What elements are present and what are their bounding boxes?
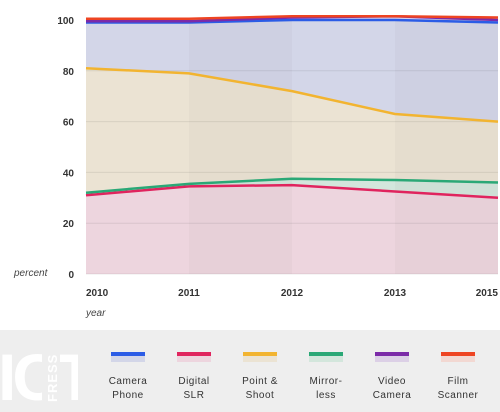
legend-label-line-2: SLR — [183, 390, 205, 401]
legend: Camera Phone Digital SLR Point & Shoot Mirror-… — [0, 330, 500, 412]
legend-label-line-1: Point & — [242, 376, 278, 387]
legend-label: Point & Shoot — [228, 375, 292, 403]
legend-swatch — [375, 352, 409, 362]
legend-label-line-2: Phone — [112, 390, 144, 401]
logo-mark-ict: ICT — [0, 340, 78, 412]
y-tick-label: 20 — [63, 219, 75, 230]
legend-label: Film Scanner — [426, 375, 490, 403]
chart: 0 20 40 60 80 100 2010 2011 2012 2013 2015 percen… — [13, 14, 499, 319]
legend-item: Digital SLR — [162, 352, 226, 403]
series-line-film-scanner — [86, 14, 499, 20]
ict-press-logo: ICT FRESS — [0, 330, 78, 412]
legend-swatch — [177, 352, 211, 362]
legend-label: Mirror-less — [294, 375, 358, 403]
area-band-film-scanner — [86, 16, 498, 22]
y-axis-title: percent — [13, 268, 49, 279]
stacked-area-chart: 0 20 40 60 80 100 2010 2011 2012 2013 2015 percen… — [13, 14, 499, 319]
legend-label-line-2: Scanner — [437, 390, 479, 401]
legend-swatch — [309, 352, 343, 362]
legend-label-line-1: Digital — [178, 376, 210, 387]
legend-swatch — [111, 352, 145, 362]
area-band-mirrorless — [86, 178, 498, 198]
year-stripe — [189, 20, 292, 274]
y-tick-label: 60 — [63, 118, 75, 129]
series-line-digital-slr — [85, 183, 499, 200]
legend-label: Camera Phone — [96, 375, 160, 403]
logo-mark-press: FRESS — [45, 354, 60, 402]
legend-label-line-1: Camera — [108, 376, 148, 387]
x-tick-label: 2012 — [281, 288, 304, 299]
legend-label-line-1: Mirror- — [309, 376, 343, 387]
x-tick-label: 2011 — [178, 288, 200, 299]
legend-item: Mirror-less — [294, 352, 358, 403]
legend-label-line-2: less — [316, 390, 336, 401]
legend-swatch — [441, 352, 475, 362]
legend-label: Digital SLR — [162, 375, 226, 403]
y-tick-label: 40 — [63, 168, 75, 179]
legend-item: Video Camera — [360, 352, 424, 403]
legend-swatch — [243, 352, 277, 362]
legend-label-line-2: Shoot — [245, 390, 275, 401]
x-tick-label: 2010 — [86, 288, 109, 299]
series-line-point-shoot — [85, 67, 499, 123]
area-band-digital-slr — [86, 185, 498, 274]
y-tick-label: 100 — [57, 16, 74, 27]
series-line-mirrorless — [85, 177, 499, 194]
area-band-point-shoot — [86, 68, 498, 193]
y-tick-label: 0 — [68, 270, 74, 281]
legend-item: Point & Shoot — [228, 352, 292, 403]
legend-label-line-2: Camera — [372, 390, 412, 401]
y-tick-label: 80 — [63, 67, 75, 78]
area-band-camera-phone — [86, 20, 498, 122]
legend-label-line-1: Film — [447, 376, 469, 387]
x-axis-title: year — [85, 308, 106, 319]
legend-label-line-1: Video — [378, 376, 406, 387]
year-stripe — [395, 20, 498, 274]
legend-item: Film Scanner — [426, 352, 490, 403]
series-line-camera-phone — [86, 18, 499, 24]
legend-item: Camera Phone — [96, 352, 160, 403]
x-tick-label: 2013 — [384, 288, 407, 299]
x-tick-label: 2015 — [476, 288, 499, 299]
legend-label: Video Camera — [360, 375, 424, 403]
